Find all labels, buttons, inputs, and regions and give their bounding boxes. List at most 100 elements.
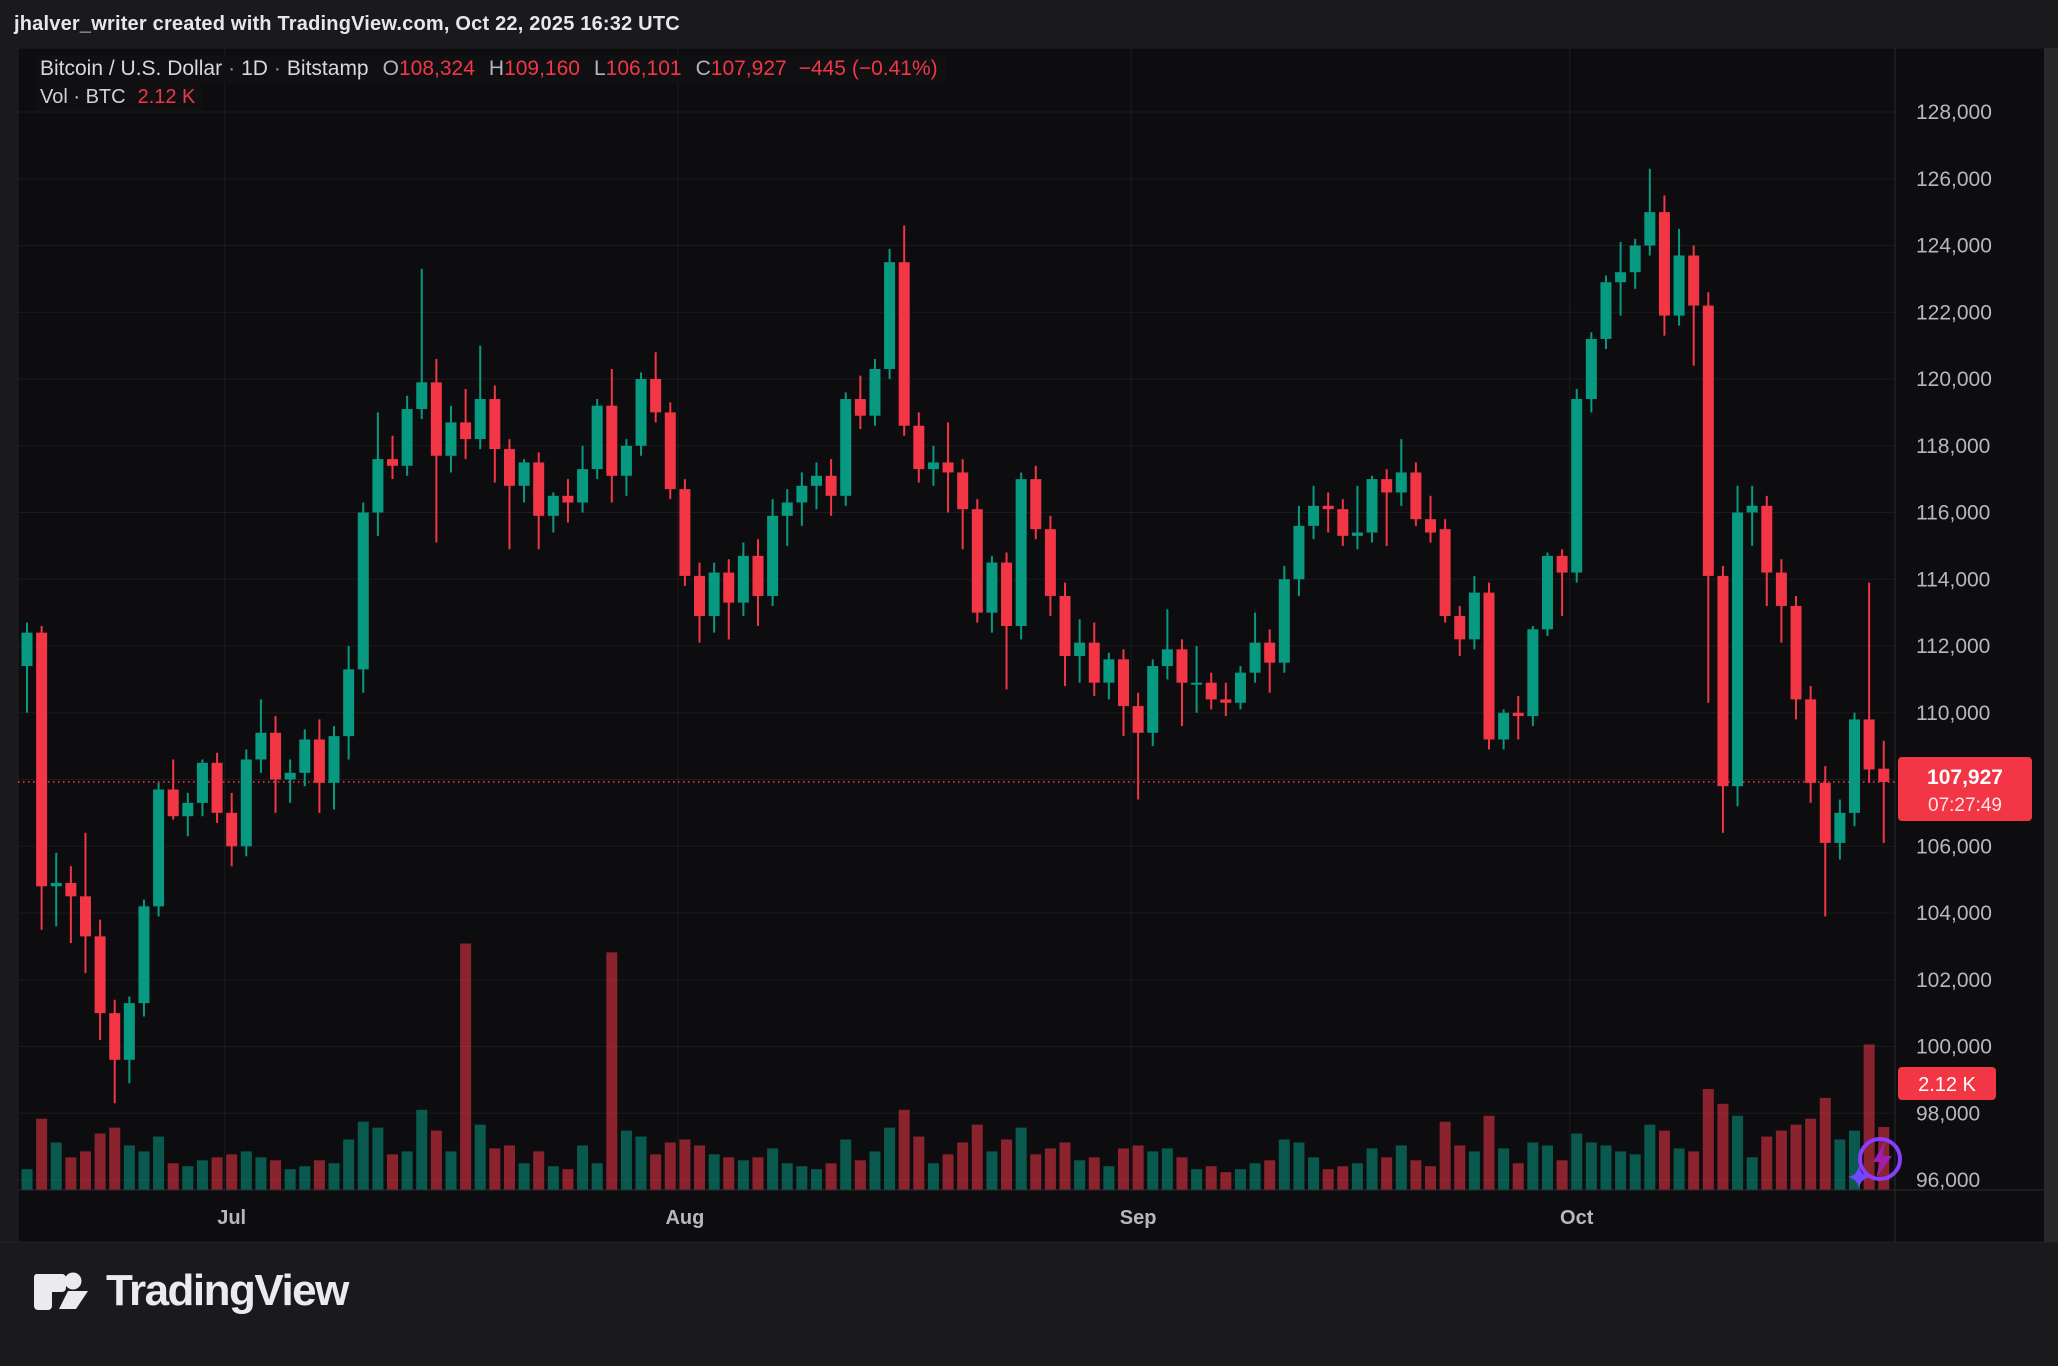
candle-body [1278, 579, 1290, 663]
price-axis-label[interactable]: 120,000 [1916, 368, 1992, 391]
time-axis-month-label[interactable]: Sep [1120, 1207, 1157, 1229]
candle-body [1425, 519, 1437, 533]
price-axis-label[interactable]: 128,000 [1916, 101, 1992, 124]
volume-bar [1059, 1142, 1071, 1190]
price-axis-label[interactable]: 122,000 [1916, 301, 1992, 324]
volume-bar [1732, 1115, 1744, 1190]
price-axis-label[interactable]: 102,000 [1916, 969, 1992, 992]
candle-body [211, 762, 223, 813]
volume-bar [927, 1163, 939, 1190]
volume-bar [109, 1127, 121, 1190]
candle-body [1805, 699, 1817, 783]
price-axis-label[interactable]: 124,000 [1916, 235, 1992, 258]
candle-body [123, 1003, 135, 1060]
volume-legend-row[interactable]: Vol · BTC 2.12 K [36, 85, 204, 111]
volume-bar [971, 1124, 983, 1190]
volume-bar [781, 1163, 793, 1190]
price-axis-label[interactable]: 104,000 [1916, 902, 1992, 925]
candle-body [255, 732, 267, 760]
volume-bar [21, 1169, 33, 1190]
time-axis-month-label[interactable]: Jul [217, 1207, 246, 1229]
symbol-title[interactable]: Bitcoin / U.S. Dollar [40, 57, 223, 80]
time-axis-month-label[interactable]: Aug [665, 1207, 704, 1229]
candle-body [1571, 399, 1583, 573]
candle-body [1615, 272, 1627, 283]
tradingview-logo[interactable]: TradingView [30, 1262, 349, 1320]
symbol-legend-row[interactable]: Bitcoin / U.S. Dollar · 1D · Bitstamp O 108,32… [36, 55, 946, 84]
price-axis-label[interactable]: 106,000 [1916, 835, 1992, 858]
candle-body [1761, 505, 1773, 573]
candle-body [1220, 699, 1232, 703]
volume-bar [1790, 1124, 1802, 1190]
volume-bar [1644, 1124, 1656, 1190]
candle-body [1176, 649, 1188, 683]
volume-bar [694, 1145, 706, 1190]
right-scrollbar[interactable] [2044, 48, 2058, 1242]
volume-bar [270, 1160, 282, 1190]
volume-bar [767, 1148, 779, 1190]
volume-bar [416, 1109, 428, 1190]
volume-bar [1425, 1166, 1437, 1190]
candle-body [1819, 782, 1831, 843]
time-axis-month-label[interactable]: Oct [1560, 1207, 1594, 1229]
volume-bar [1176, 1157, 1188, 1190]
price-axis-label[interactable]: 114,000 [1916, 568, 1990, 591]
volume-bar [79, 1151, 91, 1190]
interval-label[interactable]: 1D [241, 57, 268, 80]
price-axis-label[interactable]: 110,000 [1916, 702, 1990, 725]
candle-body [1351, 532, 1363, 536]
tradingview-logo-icon [32, 1272, 88, 1310]
price-axis-label[interactable]: 96,000 [1916, 1169, 1980, 1192]
chart-panel [17, 47, 2053, 1243]
price-axis-label[interactable]: 116,000 [1916, 502, 1990, 525]
volume-bar [226, 1154, 238, 1190]
last-price-badge [1898, 757, 2032, 821]
volume-bar [94, 1133, 106, 1190]
volume-bar [313, 1160, 325, 1190]
volume-bar [284, 1169, 296, 1190]
candle-body [1234, 672, 1246, 703]
candle-body [445, 422, 457, 456]
volume-bar [1512, 1163, 1524, 1190]
boost-icon[interactable] [1848, 1137, 1902, 1188]
volume-bar [372, 1127, 384, 1190]
exchange-label[interactable]: Bitstamp [286, 57, 369, 80]
candle-body [270, 732, 282, 780]
candle-body [1527, 629, 1539, 717]
volume-badge [1898, 1067, 1996, 1100]
volume-bar [635, 1136, 647, 1190]
volume-bar [123, 1145, 135, 1190]
volume-bar [1849, 1130, 1860, 1190]
candle-body [1118, 659, 1129, 707]
candle-body [1732, 512, 1744, 787]
candle-body [1439, 529, 1451, 616]
price-axis-label[interactable]: 126,000 [1916, 168, 1992, 191]
price-axis-label[interactable]: 100,000 [1916, 1036, 1992, 1059]
candle-body [167, 789, 179, 817]
candle-body [474, 399, 486, 440]
tradingview-logo-text: TradingView [106, 1266, 349, 1315]
volume-bar [153, 1136, 165, 1190]
candle-body [1673, 255, 1685, 316]
volume-bar [1600, 1145, 1612, 1190]
volume-bar [1220, 1172, 1232, 1190]
volume-bar [1337, 1166, 1349, 1190]
candle-body [1644, 212, 1656, 246]
volume-bar [708, 1154, 720, 1190]
volume-bar [1498, 1148, 1510, 1190]
candle-body [50, 882, 62, 887]
volume-bar [1629, 1154, 1641, 1190]
price-axis-label[interactable]: 118,000 [1916, 435, 1990, 458]
price-axis-label[interactable]: 98,000 [1916, 1102, 1980, 1125]
price-axis-label[interactable]: 112,000 [1916, 635, 1990, 658]
candle-body [708, 572, 720, 616]
volume-bar [240, 1151, 252, 1190]
candle-body [854, 399, 866, 416]
candle-body [620, 445, 632, 476]
candle-body [1074, 642, 1086, 657]
volume-bar [1132, 1145, 1144, 1190]
candle-body [547, 495, 559, 516]
volume-bar [1761, 1136, 1773, 1190]
